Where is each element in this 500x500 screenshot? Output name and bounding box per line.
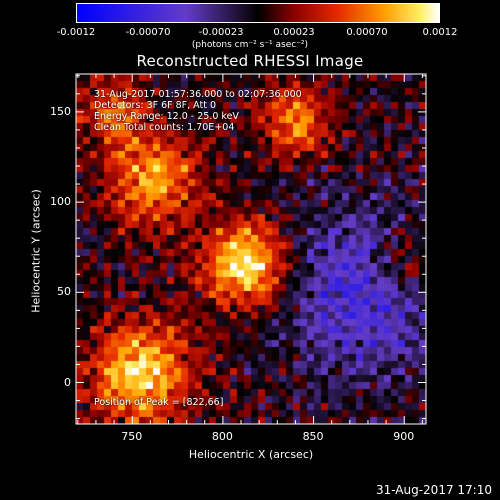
annotation-time: 31-Aug-2017 01:57:36.000 to 02:07:36.000: [94, 89, 302, 100]
annotation-counts: Clean Total counts: 1.70E+04: [94, 122, 235, 133]
colorbar-tick: -0.00070: [125, 27, 171, 38]
heatmap-image: [76, 74, 426, 424]
y-axis-label: Heliocentric Y (arcsec): [29, 189, 43, 313]
annotation-detectors: Detectors: 3F 6F 8F, Att 0: [94, 100, 217, 111]
y-tick-label: 50: [57, 285, 71, 299]
x-tick-label: 900: [393, 430, 415, 443]
x-tick-label: 800: [211, 430, 233, 443]
y-tick-label: 150: [50, 104, 71, 118]
timestamp: 31-Aug-2017 17:10: [375, 483, 492, 497]
colorbar-tick: 0.00070: [346, 27, 388, 38]
peak-position-label: Position of Peak = [822,66]: [94, 397, 224, 408]
y-tick-label: 100: [50, 195, 71, 209]
plot-frame: [75, 73, 427, 425]
annotation-energy: Energy Range: 12.0 - 25.0 keV: [94, 111, 239, 122]
x-axis-label: Heliocentric X (arcsec): [188, 448, 314, 461]
colorbar: [76, 3, 440, 23]
colorbar-tick: 0.00023: [273, 27, 315, 38]
chart-title: Reconstructed RHESSI Image: [136, 52, 364, 70]
x-tick-label: 750: [121, 430, 143, 443]
colorbar-tick: 0.0012: [422, 27, 458, 38]
x-tick-label: 850: [302, 430, 324, 443]
colorbar-tick: -0.00023: [198, 27, 244, 38]
colorbar-tick: -0.0012: [56, 27, 96, 38]
y-tick-label: 0: [64, 375, 71, 389]
colorbar-unit: (photons cm⁻² s⁻¹ asec⁻²): [191, 40, 309, 50]
